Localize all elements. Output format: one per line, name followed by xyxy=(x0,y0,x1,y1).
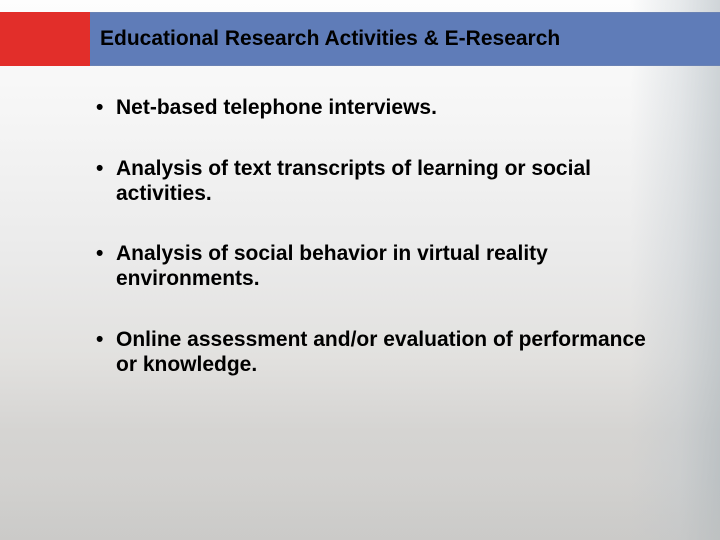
page-title: Educational Research Activities & E-Rese… xyxy=(100,27,560,51)
accent-block xyxy=(0,12,90,66)
bullet-list: Net-based telephone interviews. Analysis… xyxy=(92,96,652,377)
content-area: Net-based telephone interviews. Analysis… xyxy=(92,96,652,413)
list-item: Analysis of text transcripts of learning… xyxy=(92,157,652,207)
list-item: Net-based telephone interviews. xyxy=(92,96,652,121)
slide: Educational Research Activities & E-Rese… xyxy=(0,0,720,540)
list-item: Analysis of social behavior in virtual r… xyxy=(92,242,652,292)
header-bar: Educational Research Activities & E-Rese… xyxy=(0,12,720,66)
list-item: Online assessment and/or evaluation of p… xyxy=(92,328,652,378)
title-block: Educational Research Activities & E-Rese… xyxy=(90,12,720,66)
footer-gradient xyxy=(0,480,720,540)
